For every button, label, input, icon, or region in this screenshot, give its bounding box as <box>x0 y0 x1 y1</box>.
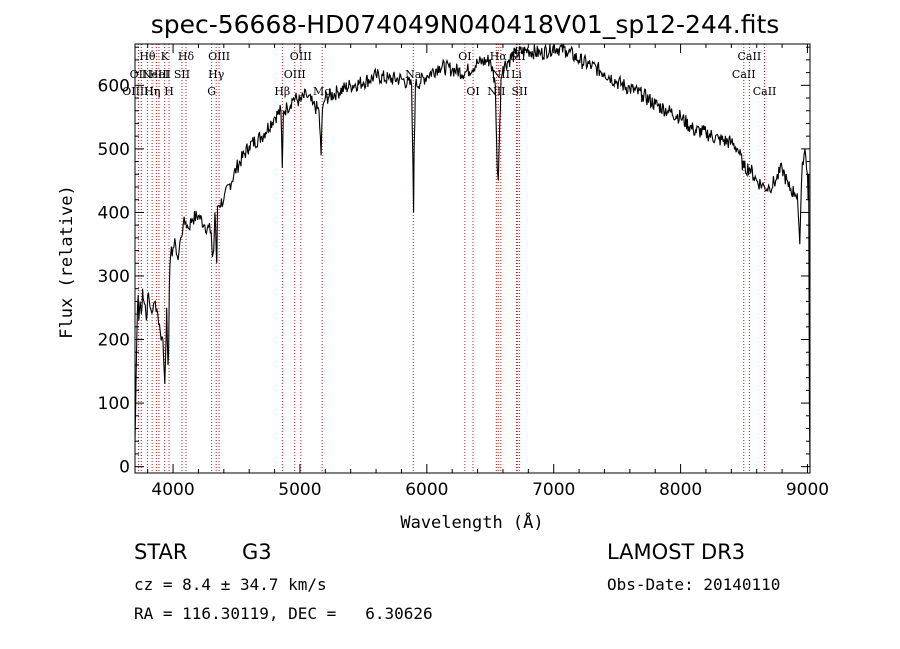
marker-label-hθ: Hθ <box>139 50 156 63</box>
plot-frame <box>134 43 811 474</box>
marker-label-k: K <box>161 50 170 63</box>
marker-label-neiii: NeIII <box>142 68 171 81</box>
marker-label-oiii: OIII <box>284 68 306 81</box>
x-axis-label: Wavelength (Å) <box>400 511 543 533</box>
survey-name: LAMOST DR3 <box>607 540 746 564</box>
marker-label-nii: NII <box>487 85 505 98</box>
marker-label-g: G <box>207 85 216 98</box>
x-tick-label: 8000 <box>659 480 702 500</box>
marker-label-hei: HeI <box>149 68 169 81</box>
marker-label-oii: OII <box>130 68 148 81</box>
spectrum-line <box>134 43 811 467</box>
marker-label-hγ: Hγ <box>208 68 225 81</box>
y-tick-label: 0 <box>119 458 130 478</box>
marker-label-oi: OI <box>466 85 479 98</box>
marker-label-oi: OI <box>458 50 471 63</box>
y-tick-label: 200 <box>98 331 130 351</box>
marker-label-hα: Hα <box>490 50 508 63</box>
y-tick-label: 600 <box>98 76 130 96</box>
y-axis-label: Flux (relative) <box>57 185 77 339</box>
marker-label-nii: NII <box>492 68 510 81</box>
marker-label-hδ: Hδ <box>178 50 195 63</box>
x-axis-ticks: 4000 5000 6000 7000 8000 9000 <box>147 44 829 500</box>
x-tick-label: 9000 <box>786 480 829 500</box>
x-tick-label: 5000 <box>278 480 321 500</box>
marker-label-sii: SII <box>511 85 527 98</box>
marker-label-li: Li <box>511 68 522 81</box>
x-tick-label: 7000 <box>532 480 575 500</box>
marker-label-hβ: Hβ <box>274 85 290 98</box>
redshift-cz: cz = 8.4 ± 34.7 km/s <box>134 575 327 594</box>
line-markers <box>137 44 766 473</box>
y-tick-label: 500 <box>98 140 130 160</box>
object-class: STAR <box>134 540 188 564</box>
y-tick-label: 300 <box>98 267 130 287</box>
y-axis-ticks: 0 100 200 300 400 500 600 <box>98 46 810 478</box>
marker-label-mg: Mg <box>313 85 331 98</box>
y-tick-label: 100 <box>98 394 130 414</box>
marker-label-caii: CaII <box>732 68 756 81</box>
marker-label-oiii: OIII <box>290 50 312 63</box>
line-marker-labels: OIIOIIIHηHθHηNeIIIHeIKHSIIHδGHγOIIIHβOII… <box>122 50 776 98</box>
marker-label-oiiihη: OIIIHη <box>122 85 160 98</box>
marker-label-oiii: OIII <box>208 50 230 63</box>
x-tick-label: 6000 <box>405 480 448 500</box>
marker-label-h: H <box>164 85 174 98</box>
object-subclass: G3 <box>242 540 272 564</box>
observation-date: Obs-Date: 20140110 <box>607 575 781 594</box>
y-tick-label: 400 <box>98 203 130 223</box>
x-tick-label: 4000 <box>151 480 194 500</box>
marker-label-caii: CaII <box>738 50 762 63</box>
marker-label-caii: CaII <box>753 85 777 98</box>
marker-label-hη: Hη <box>144 85 160 98</box>
coordinates: RA = 116.30119, DEC = 6.30626 <box>134 604 433 623</box>
chart-title: spec-56668-HD074049N040418V01_sp12-244.f… <box>151 10 780 39</box>
marker-label-sii: SII <box>174 68 190 81</box>
